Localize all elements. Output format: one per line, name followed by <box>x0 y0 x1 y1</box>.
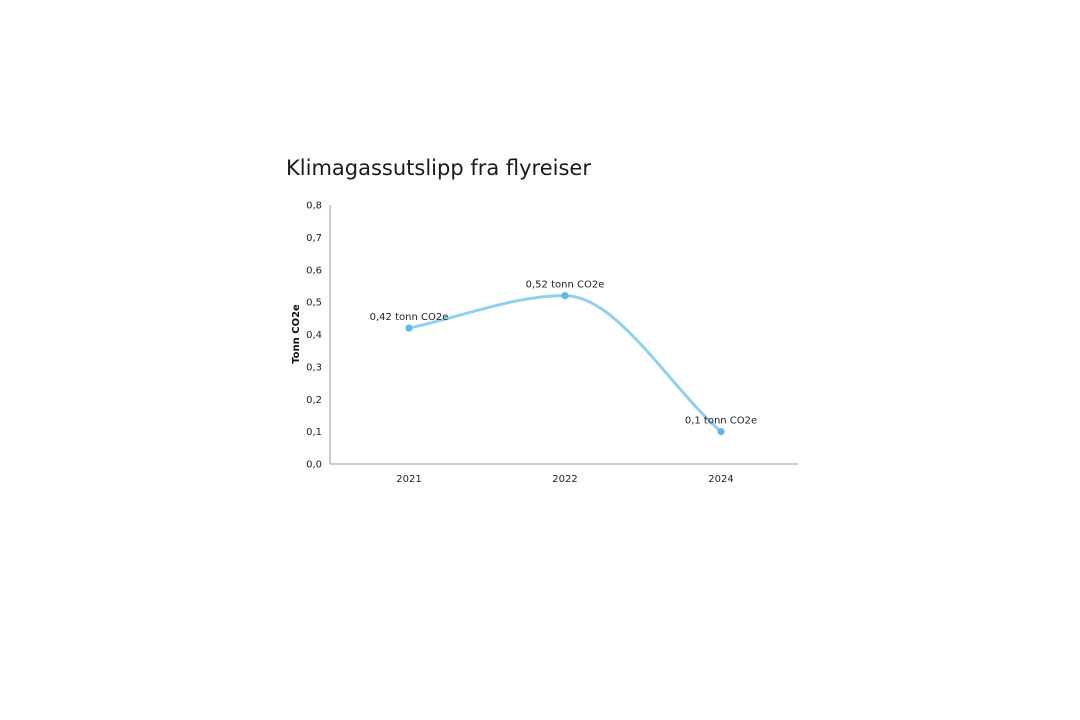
data-label: 0,1 tonn CO2e <box>685 416 757 427</box>
x-axis-ticks: 2021 2022 2024 <box>396 474 733 485</box>
data-labels-layer: 0,42 tonn CO2e 0,52 tonn CO2e 0,1 tonn CO2… <box>370 280 758 427</box>
series-line <box>407 294 723 434</box>
data-point[interactable] <box>561 292 569 300</box>
y-tick-label: 0,1 <box>306 427 322 438</box>
data-label: 0,42 tonn CO2e <box>370 312 449 323</box>
y-tick-label: 0,3 <box>306 362 322 373</box>
y-tick-label: 0,6 <box>306 265 322 276</box>
y-tick-label: 0,2 <box>306 395 322 406</box>
y-axis-title: Tonn CO2e <box>291 304 302 364</box>
series-layer <box>405 292 725 436</box>
y-tick-label: 0,8 <box>306 201 322 212</box>
axes <box>329 205 798 465</box>
y-tick-label: 0,5 <box>306 298 322 309</box>
y-tick-label: 0,4 <box>306 330 322 341</box>
x-tick-label: 2022 <box>552 474 577 485</box>
data-point[interactable] <box>717 428 725 436</box>
x-tick-label: 2024 <box>708 474 733 485</box>
data-label: 0,52 tonn CO2e <box>526 280 605 291</box>
data-point[interactable] <box>405 324 413 332</box>
y-axis-ticks: 0,0 0,1 0,2 0,3 0,4 0,5 0,6 0,7 0,8 <box>306 201 322 471</box>
y-tick-label: 0,0 <box>306 460 322 471</box>
chart-title: Klimagassutslipp fra flyreiser <box>286 156 591 180</box>
y-tick-label: 0,7 <box>306 233 322 244</box>
x-tick-label: 2021 <box>396 474 421 485</box>
